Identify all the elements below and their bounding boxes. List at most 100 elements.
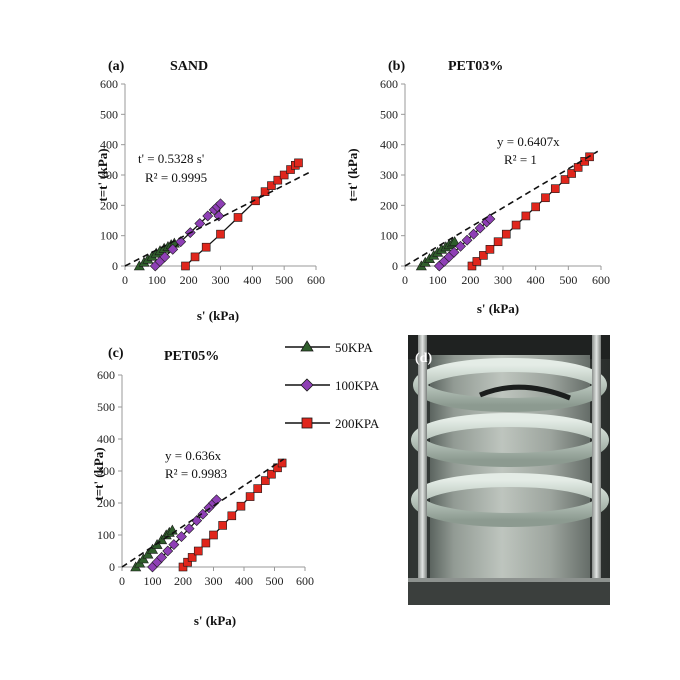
y-tick-label: 300 (380, 168, 398, 182)
data-point-100kpa (159, 251, 171, 263)
panel-letter-b: (b) (388, 59, 405, 74)
data-point-200kpa (190, 252, 200, 262)
data-point-200kpa (181, 261, 190, 271)
data-point-200kpa (187, 553, 197, 562)
x-tick-label: 300 (205, 574, 223, 588)
data-point-200kpa (273, 463, 282, 473)
legend-item-100kpa: 100KPA (285, 378, 380, 393)
x-axis-title-b: s' (kPa) (477, 301, 519, 316)
data-point-100kpa (213, 210, 225, 222)
data-point-100kpa (202, 210, 214, 222)
data-point-200kpa (227, 511, 237, 521)
x-tick-label: 400 (527, 273, 545, 287)
data-point-200kpa (267, 469, 276, 479)
specimen-cylinder (430, 355, 590, 580)
x-tick-label: 200 (461, 273, 479, 287)
y-tick-label: 0 (392, 259, 398, 273)
y-tick-label: 600 (380, 77, 398, 91)
data-point-200kpa (294, 158, 303, 168)
data-point-200kpa (193, 546, 203, 556)
x-tick-label: 0 (119, 574, 125, 588)
y-tick-label: 400 (97, 432, 115, 446)
legend-marker-triangle (300, 340, 314, 352)
y-tick-label: 200 (100, 198, 118, 212)
fit-r2-b: R² = 1 (504, 152, 537, 167)
x-tick-label: 200 (174, 574, 192, 588)
panel-title-c: PET05% (164, 349, 219, 364)
data-point-100kpa (175, 236, 187, 248)
failure-envelope-line-a (124, 171, 310, 267)
x-axis-title-c: s' (kPa) (194, 613, 236, 628)
data-point-200kpa (501, 229, 511, 239)
data-point-200kpa (472, 257, 482, 266)
data-point-200kpa (485, 245, 495, 254)
data-point-200kpa (253, 484, 263, 493)
data-point-200kpa (541, 193, 550, 203)
x-axis-title-a: s' (kPa) (197, 308, 239, 323)
x-tick-label: 500 (275, 273, 293, 287)
y-tick-label: 600 (100, 77, 118, 91)
x-tick-label: 500 (559, 273, 577, 287)
data-point-100kpa (474, 222, 486, 234)
y-axis-title-a: t=t' (kPa) (95, 148, 110, 201)
panel-title-b: PET03% (448, 59, 503, 74)
y-tick-label: 300 (100, 168, 118, 182)
y-tick-label: 100 (97, 528, 115, 542)
data-point-100kpa (468, 228, 480, 240)
legend-label-50kpa: 50KPA (335, 340, 373, 355)
data-point-200kpa (261, 476, 270, 485)
x-tick-label: 400 (243, 273, 261, 287)
legend: 50KPA 100KPA 200KPA (285, 340, 380, 431)
data-point-200kpa (183, 557, 192, 567)
x-tick-label: 300 (212, 273, 230, 287)
y-tick-label: 0 (112, 259, 118, 273)
data-point-100kpa (191, 515, 203, 527)
y-tick-label: 500 (97, 400, 115, 414)
data-point-200kpa (479, 251, 488, 260)
x-tick-label: 600 (592, 273, 610, 287)
plot-area-c: 0 100 200 300 400 500 600 0 100 200 300 400 500 600 (97, 368, 314, 588)
legend-item-200kpa: 200KPA (285, 416, 380, 431)
x-tick-label: 0 (122, 273, 128, 287)
data-point-200kpa (245, 492, 255, 501)
panel-letter-c: (c) (108, 346, 124, 361)
data-point-200kpa (550, 184, 560, 193)
x-tick-label: 100 (429, 273, 447, 287)
y-tick-label: 100 (100, 229, 118, 243)
legend-marker-diamond (300, 378, 314, 392)
x-tick-label: 300 (494, 273, 512, 287)
data-point-200kpa (560, 175, 570, 184)
data-point-200kpa (511, 220, 521, 230)
data-point-100kpa (162, 545, 174, 557)
data-point-100kpa (455, 240, 466, 252)
data-point-100kpa (167, 243, 179, 255)
fit-r2-c: R² = 0.9983 (165, 466, 227, 481)
y-tick-label: 100 (380, 229, 398, 243)
y-tick-label: 300 (97, 464, 115, 478)
legend-item-50kpa: 50KPA (285, 340, 373, 355)
x-tick-label: 100 (148, 273, 166, 287)
data-point-50kpa (449, 236, 461, 247)
legend-label-200kpa: 200KPA (335, 416, 380, 431)
y-tick-label: 400 (380, 138, 398, 152)
left-tie-rod (418, 335, 427, 605)
data-point-200kpa (273, 175, 283, 185)
chart-panel-b: (b) PET03% 0 100 200 300 400 500 600 0 100 200 300… (345, 59, 610, 316)
data-point-200kpa (178, 562, 188, 572)
data-point-200kpa (277, 458, 287, 468)
y-tick-label: 200 (380, 198, 398, 212)
specimen-photo: (d) (408, 335, 610, 605)
data-point-200kpa (267, 181, 276, 190)
failure-envelope-line-c (121, 458, 285, 568)
chart-panel-a: (a) SAND 0 100 200 300 400 500 600 0 100 200 300 40… (95, 59, 325, 323)
x-tick-label: 0 (402, 273, 408, 287)
y-tick-label: 500 (380, 107, 398, 121)
data-point-100kpa (461, 234, 473, 246)
data-point-200kpa (521, 211, 531, 221)
y-tick-label: 200 (97, 496, 115, 510)
data-point-200kpa (209, 530, 218, 540)
data-point-100kpa (156, 551, 168, 563)
legend-marker-square (301, 417, 313, 429)
y-tick-label: 0 (109, 560, 115, 574)
data-point-200kpa (279, 170, 289, 180)
